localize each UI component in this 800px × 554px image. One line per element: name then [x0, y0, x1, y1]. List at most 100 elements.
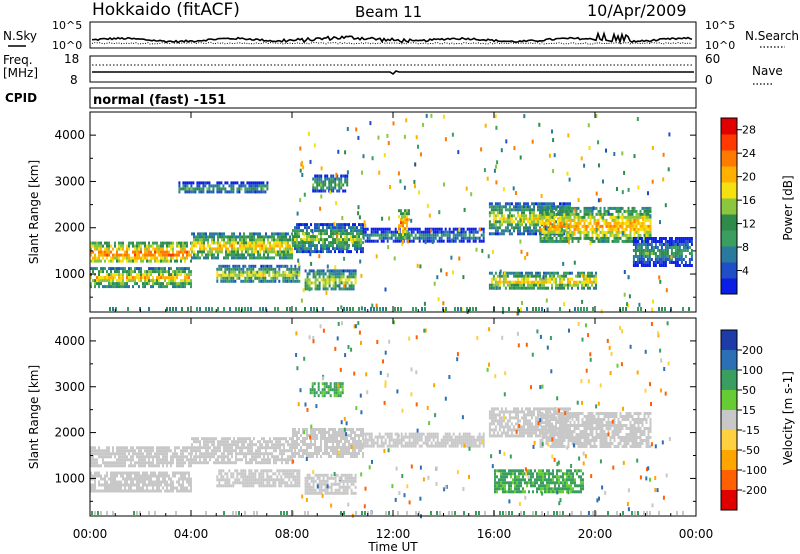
echo-cell-11: [579, 236, 582, 240]
echo-cell-9: [408, 212, 410, 216]
echo-cell-11: [561, 206, 564, 210]
echo-cell-3: [284, 273, 287, 277]
echo-cell-2: [217, 461, 219, 465]
echo-cell-1: [128, 471, 130, 475]
echo-cell-4: [314, 250, 316, 254]
echo-cell-13: [494, 283, 497, 287]
echo-cell-1: [130, 480, 132, 484]
echo-cell-12: [634, 240, 637, 243]
echo-cell-11: [541, 227, 544, 231]
echo-cell-5: [326, 269, 329, 273]
echo-cell-0: [116, 464, 118, 468]
echo-cell-11: [595, 206, 598, 210]
echo-cell-13: [563, 277, 565, 281]
echo-cell-12: [644, 261, 647, 264]
echo-cell-11: [571, 218, 574, 222]
echo-cell-2: [249, 244, 251, 248]
echo-cell-11: [621, 206, 624, 210]
echo-cell-2: [255, 244, 257, 248]
echo-cell-2: [221, 443, 223, 447]
echo-cell-11: [645, 233, 648, 237]
echo-cell-3: [286, 273, 289, 277]
echo-cell-10: [533, 232, 535, 236]
echo-cell-1: [98, 474, 100, 478]
echo-cell-3: [298, 279, 301, 283]
echo-cell-1: [142, 273, 144, 277]
scatter-echo: [568, 240, 570, 245]
ground-echo: [337, 307, 339, 311]
echo-cell-2: [225, 449, 227, 453]
echo-cell-1: [148, 489, 150, 493]
echo-cell-11: [647, 209, 650, 213]
echo-cell-0: [190, 455, 192, 459]
scatter-echo: [430, 113, 433, 118]
echo-cell-3: [262, 270, 265, 274]
echo-cell-4: [314, 238, 316, 242]
scatter-echo: [596, 221, 599, 226]
echo-cell-1: [160, 285, 162, 289]
echo-cell-12: [644, 243, 647, 246]
echo-cell-13: [521, 283, 523, 287]
echo-cell-12: [682, 243, 685, 246]
echo-cell-0: [112, 461, 114, 465]
echo-cell-0: [114, 461, 116, 465]
echo-cell-3: [244, 481, 247, 485]
echo-cell-5: [348, 275, 351, 279]
echo-cell-6: [242, 181, 245, 185]
echo-cell-0: [118, 464, 120, 468]
echo-cell-1: [148, 279, 150, 283]
echo-cell-8: [368, 239, 371, 243]
echo-cell-1: [146, 282, 148, 286]
echo-cell-2: [221, 437, 223, 441]
echo-cell-10: [563, 229, 565, 233]
echo-cell-1: [152, 489, 154, 493]
echo-cell-0: [158, 259, 160, 263]
echo-cell-12: [666, 258, 669, 261]
echo-cell-2: [237, 458, 239, 462]
echo-cell-5: [346, 269, 349, 273]
echo-cell-1: [188, 477, 190, 481]
power-colorbar-label: Power [dB]: [781, 175, 795, 240]
echo-cell-3: [290, 469, 293, 473]
echo-cell-12: [638, 249, 641, 252]
echo-cell-12: [676, 240, 679, 243]
echo-cell-13: [506, 283, 509, 287]
echo-cell-11: [557, 230, 560, 234]
scatter-echo: [335, 201, 338, 206]
echo-cell-0: [136, 461, 138, 465]
echo-cell-1: [180, 279, 182, 283]
echo-cell-1: [116, 282, 118, 286]
echo-cell-8: [382, 233, 385, 237]
echo-cell-10: [559, 205, 561, 209]
echo-cell-2: [201, 455, 203, 459]
echo-cell-3: [282, 279, 285, 283]
echo-cell-7: [318, 180, 321, 184]
echo-cell-3: [216, 279, 219, 283]
echo-cell-2: [193, 250, 195, 254]
echo-cell-2: [225, 446, 227, 450]
echo-cell-12: [660, 246, 663, 249]
scatter-echo: [636, 117, 639, 121]
scatter-echo: [392, 121, 395, 126]
echo-cell-0: [100, 244, 102, 248]
echo-cell-0: [108, 250, 110, 254]
echo-cell-1: [166, 489, 168, 493]
echo-cell-10: [504, 205, 507, 209]
echo-cell-11: [615, 233, 618, 237]
echo-cell-4: [300, 244, 302, 248]
echo-cell-2: [271, 235, 273, 239]
echo-cell-11: [603, 239, 606, 243]
ground-echo: [379, 307, 381, 311]
scatter-echo: [526, 252, 529, 257]
echo-cell-0: [114, 464, 116, 468]
echo-cell-0: [166, 455, 168, 459]
echo-cell-8: [458, 239, 461, 243]
echo-cell-2: [261, 437, 263, 441]
echo-cell-2: [249, 256, 251, 260]
echo-cell-6: [208, 181, 211, 185]
echo-cell-8: [398, 239, 401, 243]
echo-cell-5: [342, 272, 345, 276]
echo-cell-11: [551, 239, 554, 243]
echo-cell-10: [506, 220, 509, 224]
ground-echo: [661, 307, 663, 311]
